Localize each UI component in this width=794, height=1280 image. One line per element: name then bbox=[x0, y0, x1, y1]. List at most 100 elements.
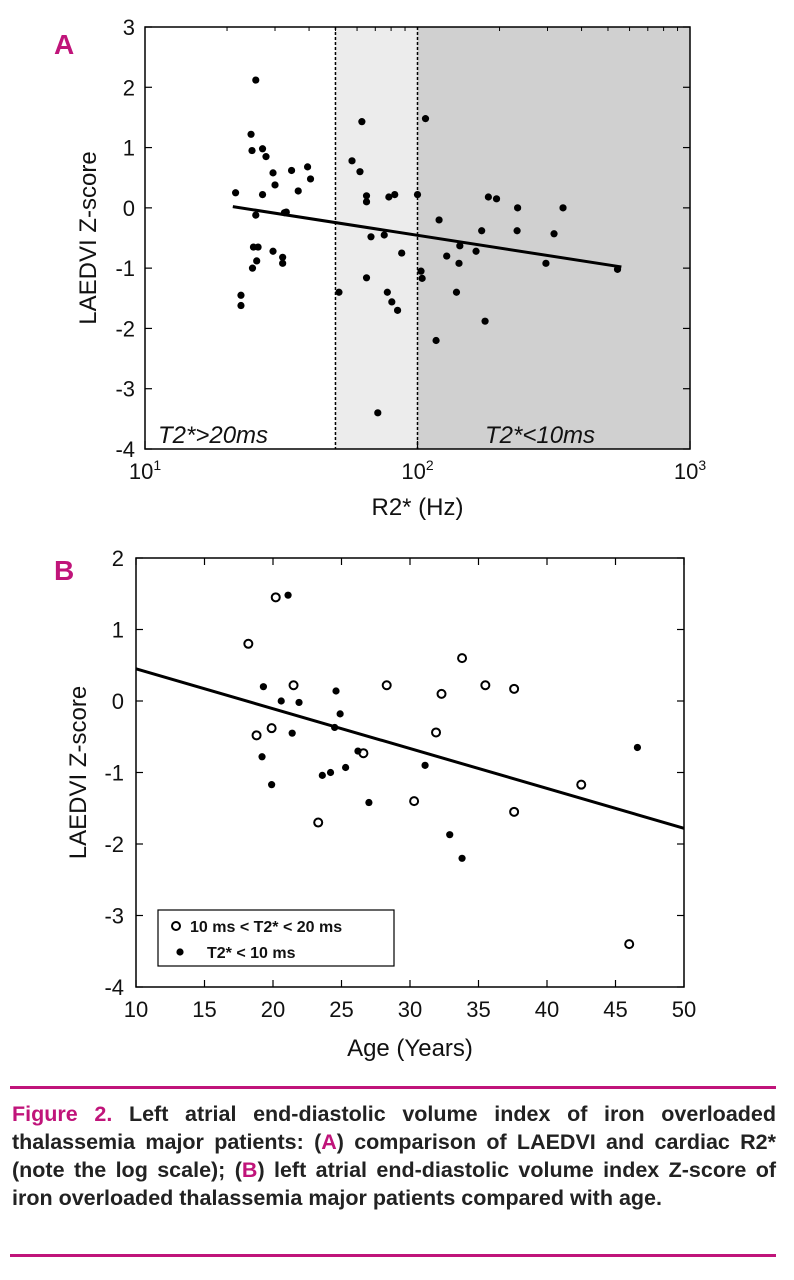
panel-a-letter: A bbox=[54, 29, 74, 60]
panel-a-chart: A 3 2 1 0 -1 -2 -3 -4 101 102 103 T2*>20ms T2*<10… bbox=[54, 15, 706, 521]
data-point-open bbox=[509, 806, 520, 817]
data-point bbox=[231, 189, 240, 197]
data-point bbox=[271, 181, 279, 189]
x-axis-ticks-b: 10 15 20 25 30 35 40 45 50 bbox=[124, 558, 696, 1022]
x-axis-ticks-a: 101 102 103 bbox=[129, 27, 706, 484]
data-point bbox=[279, 259, 287, 267]
data-point-open bbox=[266, 723, 277, 734]
x-tick-label: 40 bbox=[535, 997, 559, 1022]
data-point bbox=[484, 193, 492, 201]
y-axis-label-a: LAEDVI Z-score bbox=[75, 151, 102, 324]
data-point bbox=[432, 336, 440, 345]
data-point-open bbox=[436, 688, 447, 699]
x-tick-label: 10 bbox=[124, 997, 148, 1022]
data-point bbox=[237, 301, 245, 310]
y-tick-label: 0 bbox=[123, 196, 135, 221]
figure-caption: Figure 2. Left atrial end-diastolic volu… bbox=[12, 1100, 776, 1212]
data-point-filled bbox=[336, 710, 344, 718]
x-axis-label-b: Age (Years) bbox=[347, 1035, 473, 1062]
data-point-filled bbox=[259, 683, 268, 691]
data-point bbox=[542, 259, 550, 267]
x-tick-label: 103 bbox=[674, 457, 706, 484]
data-point bbox=[513, 227, 521, 235]
data-point bbox=[362, 192, 371, 200]
data-point bbox=[417, 267, 425, 275]
data-point bbox=[269, 169, 277, 177]
data-point bbox=[435, 216, 443, 224]
data-point bbox=[262, 153, 270, 161]
data-point bbox=[514, 204, 522, 212]
legend-box bbox=[157, 909, 395, 967]
caption-text-1: Left atrial end-diastolic volume index o… bbox=[12, 1102, 776, 1154]
data-point bbox=[252, 76, 260, 84]
data-point bbox=[356, 168, 364, 176]
data-point-filled bbox=[458, 854, 466, 862]
data-point-filled bbox=[421, 761, 429, 769]
data-point bbox=[254, 243, 262, 251]
y-tick-label: -1 bbox=[104, 761, 124, 786]
data-point bbox=[472, 247, 480, 255]
data-point bbox=[252, 211, 260, 219]
data-point-filled bbox=[365, 798, 373, 807]
data-point-open bbox=[576, 779, 587, 790]
data-point bbox=[247, 130, 255, 138]
y-tick-label: 1 bbox=[123, 136, 135, 161]
y-tick-label: 0 bbox=[112, 689, 124, 714]
data-point-filled bbox=[446, 831, 454, 839]
y-tick-label: -2 bbox=[104, 832, 124, 857]
data-point bbox=[455, 259, 463, 267]
y-tick-label: 2 bbox=[112, 546, 124, 571]
data-point bbox=[237, 291, 245, 299]
data-point bbox=[269, 247, 277, 255]
data-point-open bbox=[624, 939, 635, 950]
x-tick-label: 50 bbox=[672, 997, 696, 1022]
legend-label-series-2: T2* < 10 ms bbox=[207, 945, 296, 962]
data-point bbox=[258, 190, 267, 199]
data-point bbox=[279, 253, 287, 261]
data-point-open bbox=[313, 817, 324, 828]
data-point bbox=[550, 230, 558, 238]
data-point bbox=[478, 227, 486, 235]
data-point-filled bbox=[326, 768, 335, 777]
data-point-open bbox=[457, 653, 468, 664]
caption-text-2: ) comparison of LAEDVI and cardiac R2* (… bbox=[12, 1130, 776, 1182]
data-point bbox=[374, 409, 382, 417]
data-point-filled bbox=[268, 781, 276, 789]
y-axis-ticks-a: 3 2 1 0 -1 -2 -3 -4 bbox=[115, 15, 690, 462]
data-point bbox=[456, 242, 464, 250]
region-label-t2-gt-20: T2*>20ms bbox=[158, 422, 268, 449]
data-point-open bbox=[431, 727, 442, 738]
region-label-t2-lt-10: T2*<10ms bbox=[485, 422, 595, 449]
x-tick-label: 25 bbox=[329, 997, 353, 1022]
x-tick-label: 20 bbox=[261, 997, 285, 1022]
data-points-a bbox=[231, 76, 622, 417]
data-point-filled bbox=[332, 687, 340, 695]
legend-open-circle-marker bbox=[171, 921, 181, 931]
data-point bbox=[358, 118, 366, 126]
legend-b: 10 ms < T2* < 20 ms T2* < 10 ms bbox=[157, 909, 395, 967]
data-point bbox=[294, 187, 302, 195]
data-point-open bbox=[509, 683, 520, 694]
y-tick-label: -3 bbox=[104, 904, 124, 929]
y-axis-label-b: LAEDVI Z-score bbox=[65, 686, 92, 859]
data-point bbox=[393, 306, 402, 314]
data-point-open bbox=[270, 592, 281, 603]
data-point bbox=[452, 288, 461, 296]
regression-line-b bbox=[135, 667, 685, 830]
data-point bbox=[443, 252, 451, 260]
data-point bbox=[303, 163, 312, 171]
panel-b-letter: B bbox=[54, 555, 74, 586]
data-point bbox=[391, 190, 399, 199]
y-tick-label: -3 bbox=[115, 377, 135, 402]
y-tick-label: 2 bbox=[123, 75, 135, 100]
data-point bbox=[559, 204, 567, 212]
data-point bbox=[398, 249, 406, 257]
data-point bbox=[362, 198, 371, 206]
data-point bbox=[367, 233, 375, 241]
data-point bbox=[348, 157, 356, 165]
figure-label: Figure 2. bbox=[12, 1102, 113, 1126]
data-point bbox=[421, 115, 430, 123]
x-axis-label-a: R2* (Hz) bbox=[371, 494, 463, 521]
data-point bbox=[380, 231, 388, 239]
